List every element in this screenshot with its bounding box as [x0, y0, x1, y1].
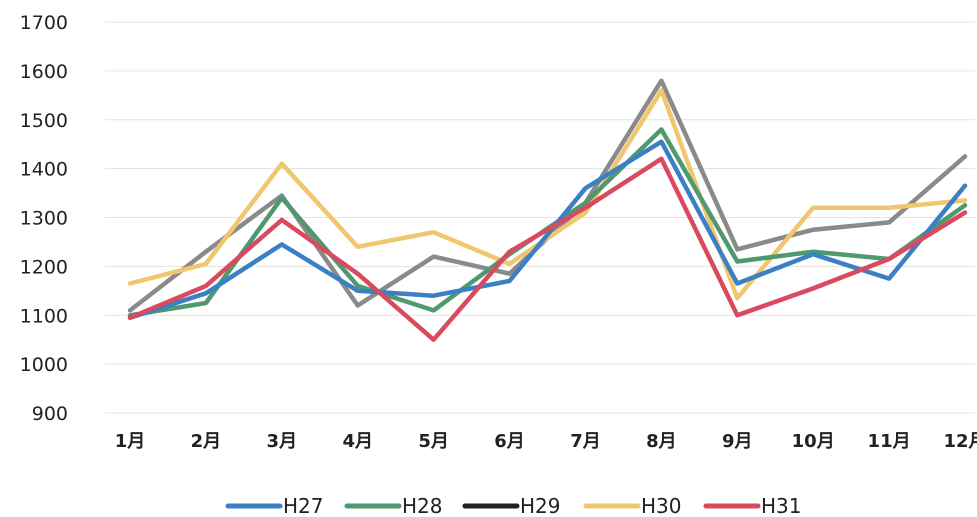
legend-label-h28: H28 — [402, 494, 443, 517]
y-tick-label: 1500 — [20, 110, 68, 132]
legend-label-h29: H29 — [520, 494, 561, 517]
y-tick-label: 1100 — [20, 305, 68, 327]
legend-label-h30: H30 — [641, 494, 682, 517]
y-tick-label: 1200 — [20, 256, 68, 278]
x-tick-label: 10月 — [792, 431, 835, 452]
legend-label-h27: H27 — [283, 494, 324, 517]
y-tick-label: 1300 — [20, 208, 68, 230]
x-tick-label: 8月 — [646, 431, 677, 452]
series-line-h30 — [127, 88, 968, 301]
x-tick-label: 5月 — [418, 431, 449, 452]
x-tick-label: 9月 — [722, 431, 753, 452]
gridlines — [105, 21, 975, 414]
y-tick-label: 900 — [32, 403, 68, 425]
x-axis-ticks: 1月 2月 3月 4月 5月 6月 7月 8月 9月 10月 11月 12月 — [115, 431, 977, 452]
legend-label-h31: H31 — [761, 494, 802, 517]
series-line-h27 — [127, 139, 968, 320]
y-tick-label: 1600 — [20, 61, 68, 83]
x-tick-label: 12月 — [943, 431, 977, 452]
y-axis-ticks: 900 1000 1100 1200 1300 1400 1500 1600 1700 — [20, 12, 68, 425]
series-lines — [127, 78, 968, 342]
x-tick-label: 4月 — [342, 431, 373, 452]
series-line-h28 — [127, 127, 968, 318]
y-tick-label: 1400 — [20, 159, 68, 181]
x-tick-label: 3月 — [267, 431, 298, 452]
x-tick-label: 7月 — [570, 431, 601, 452]
x-tick-label: 11月 — [868, 431, 911, 452]
legend: H27 H28 H29 H30 H31 — [225, 494, 802, 517]
x-tick-label: 1月 — [115, 431, 146, 452]
y-tick-label: 1700 — [20, 12, 68, 34]
y-tick-label: 1000 — [20, 354, 68, 376]
x-tick-label: 6月 — [494, 431, 525, 452]
x-tick-label: 2月 — [191, 431, 222, 452]
series-line-h31 — [127, 156, 968, 342]
